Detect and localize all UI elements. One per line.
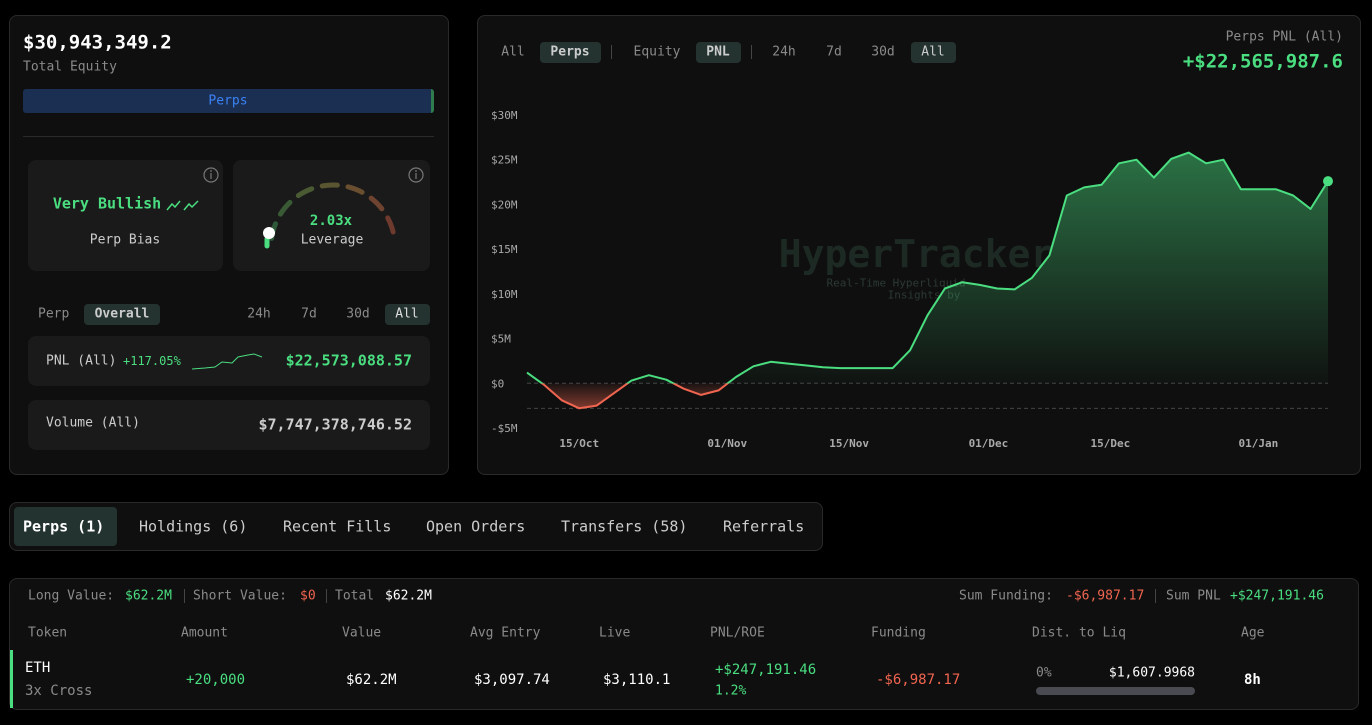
bias-caption: Perp Bias: [89, 232, 161, 248]
column-header: Avg Entry: [470, 625, 541, 641]
filter-overall[interactable]: Overall: [94, 306, 150, 322]
column-header: Amount: [181, 625, 228, 641]
leverage-caption: Leverage: [300, 232, 364, 248]
watermark-line: Real-Time Hyperliquid: [826, 276, 966, 290]
roe: 1.2%: [715, 683, 747, 699]
volume-value: $7,747,378,746.52: [258, 415, 412, 434]
total-label: Total: [335, 588, 375, 604]
chart-header-label: Perps PNL (All): [1225, 29, 1343, 45]
filter-7d[interactable]: 7d: [301, 306, 317, 322]
toolbar-separator: [611, 45, 612, 59]
sum-pnl-value: +$247,191.46: [1230, 588, 1324, 604]
liq-price: $1,607.9968: [1108, 665, 1195, 681]
allocation-bar: [23, 89, 434, 113]
filter-24h[interactable]: 24h: [247, 306, 271, 322]
tab-active: [14, 507, 117, 546]
toolbar-equity[interactable]: Equity: [633, 44, 681, 60]
tab[interactable]: Perps (1): [23, 517, 105, 536]
bias-card: [28, 160, 223, 271]
pnl: +$247,191.46: [715, 662, 817, 678]
toolbar-separator: [751, 45, 752, 59]
watermark-line: Insights by: [887, 288, 961, 302]
column-header: Age: [1241, 625, 1265, 641]
allocation-label: Perps: [208, 93, 248, 109]
separator: [326, 589, 327, 603]
leverage-value: 2.03x: [309, 213, 353, 229]
funding-label: Sum Funding:: [959, 588, 1053, 604]
age: 8h: [1244, 672, 1261, 688]
filter-30d[interactable]: 30d: [346, 306, 370, 322]
funding-value: -$6,987.17: [1066, 588, 1145, 604]
tab[interactable]: Recent Fills: [283, 517, 392, 536]
row-indicator: [10, 650, 13, 708]
tab[interactable]: Referrals: [723, 517, 805, 536]
long-label: Long Value:: [28, 588, 115, 604]
pnl-label: PNL (All): [46, 353, 117, 369]
toolbar-pill: [540, 42, 601, 63]
column-header: Dist. to Liq: [1032, 625, 1126, 641]
amount: +20,000: [186, 672, 246, 688]
dist-percent: 0%: [1036, 665, 1052, 681]
bias-label: Very Bullish: [52, 194, 162, 213]
long-value: $62.2M: [125, 588, 172, 604]
volume-card: [28, 400, 430, 450]
chart-header-value: +$22,565,987.6: [1182, 50, 1343, 73]
live-price: $3,110.1: [603, 672, 671, 688]
funding: -$6,987.17: [876, 672, 961, 688]
divider: [23, 136, 434, 137]
toolbar-all[interactable]: All: [501, 44, 525, 60]
column-header: Live: [599, 625, 631, 641]
pnl-value: $22,573,088.57: [285, 351, 412, 370]
total-value: $62.2M: [385, 588, 432, 604]
toolbar-pill: [911, 42, 956, 63]
total-equity: $30,943,349.2: [23, 31, 172, 54]
avg-entry: $3,097.74: [474, 672, 550, 688]
token: ETH: [25, 660, 51, 676]
toolbar-30d[interactable]: 30d: [871, 44, 895, 60]
sum-pnl-label: Sum PNL: [1166, 588, 1221, 604]
separator: [1155, 589, 1156, 603]
pnl-percent: +117.05%: [123, 354, 181, 368]
leverage-card: [233, 160, 430, 271]
filter-pill: [385, 304, 430, 325]
separator: [184, 589, 185, 603]
margin-mode: 3x Cross: [25, 683, 93, 699]
tab[interactable]: Holdings (6): [139, 517, 248, 536]
watermark-title: HyperTracker: [778, 232, 1054, 276]
column-header: Token: [28, 625, 68, 641]
tab-bar: [9, 502, 823, 551]
column-header: Funding: [871, 625, 926, 641]
short-value: $0: [300, 588, 316, 604]
column-header: Value: [342, 625, 382, 641]
toolbar-24h[interactable]: 24h: [772, 44, 796, 60]
toolbar-7d[interactable]: 7d: [826, 44, 842, 60]
equity-label: Total Equity: [23, 59, 117, 75]
value: $62.2M: [346, 672, 397, 688]
toolbar-pill: [696, 42, 741, 63]
filter-all[interactable]: All: [395, 306, 419, 322]
filter-perp[interactable]: Perp: [38, 306, 70, 322]
toolbar-all-range[interactable]: All: [921, 44, 945, 60]
filter-pill: [84, 304, 160, 325]
column-header: PNL/ROE: [710, 625, 765, 641]
toolbar-perps[interactable]: Perps: [550, 44, 590, 60]
tab[interactable]: Open Orders: [426, 517, 526, 536]
toolbar-pnl[interactable]: PNL: [706, 44, 730, 60]
short-label: Short Value:: [193, 588, 287, 604]
volume-label: Volume (All): [46, 415, 140, 431]
liq-bar: [1036, 687, 1195, 695]
tab[interactable]: Transfers (58): [561, 517, 688, 536]
